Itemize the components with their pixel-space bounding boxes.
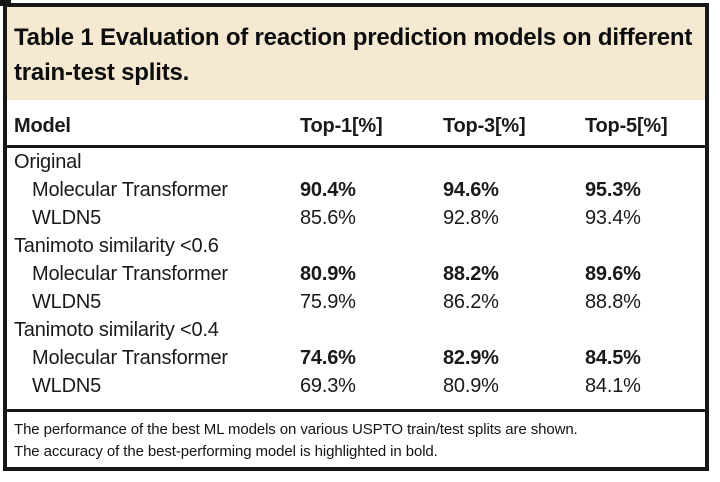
table-row-wldn5: WLDN5 85.6% 92.8% 93.4%	[7, 204, 705, 232]
col-header-top5: Top-5[%]	[585, 115, 668, 137]
footnote-line-2: The accuracy of the best-performing mode…	[14, 443, 438, 460]
table-row-molecular-transformer: Molecular Transformer 74.6% 82.9% 84.5%	[7, 344, 705, 372]
top3-cell: 88.2%	[443, 262, 499, 285]
top5-cell: 89.6%	[585, 262, 641, 285]
top5-cell: 88.8%	[585, 290, 641, 313]
model-name-cell: WLDN5	[32, 374, 102, 397]
group-row-tanimoto-06: Tanimoto similarity <0.6	[7, 232, 705, 260]
table-title: Table 1 Evaluation of reaction predictio…	[14, 20, 695, 90]
col-header-top1: Top-1[%]	[300, 115, 383, 137]
top1-cell: 85.6%	[300, 206, 356, 229]
col-header-top3: Top-3[%]	[443, 115, 526, 137]
scan-artifact	[0, 0, 11, 6]
top5-cell: 93.4%	[585, 206, 641, 229]
model-name-cell: WLDN5	[32, 290, 102, 313]
footnote-line-1: The performance of the best ML models on…	[14, 421, 578, 438]
top3-cell: 94.6%	[443, 178, 499, 201]
table-row-wldn5: WLDN5 75.9% 86.2% 88.8%	[7, 288, 705, 316]
top3-cell: 80.9%	[443, 374, 499, 397]
data-table: Model Top-1[%] Top-3[%] Top-5[%] Origina…	[7, 111, 705, 400]
table-title-line-2: train-test splits.	[14, 59, 190, 86]
model-name-cell: Molecular Transformer	[32, 178, 228, 201]
table-header-row: Model Top-1[%] Top-3[%] Top-5[%]	[7, 111, 705, 148]
table-row-molecular-transformer: Molecular Transformer 90.4% 94.6% 95.3%	[7, 176, 705, 204]
group-row-original: Original	[7, 148, 705, 176]
group-row-tanimoto-04: Tanimoto similarity <0.4	[7, 316, 705, 344]
top3-cell: 86.2%	[443, 290, 499, 313]
table-title-line-1: Table 1 Evaluation of reaction predictio…	[14, 24, 693, 51]
top1-cell: 75.9%	[300, 290, 356, 313]
top5-cell: 84.5%	[585, 346, 641, 369]
table-row-molecular-transformer: Molecular Transformer 80.9% 88.2% 89.6%	[7, 260, 705, 288]
table-frame: Table 1 Evaluation of reaction predictio…	[3, 3, 709, 471]
table-caption-band: Table 1 Evaluation of reaction predictio…	[7, 7, 705, 100]
model-name-cell: Molecular Transformer	[32, 346, 228, 369]
top5-cell: 95.3%	[585, 178, 641, 201]
group-label: Original	[14, 150, 82, 173]
footnote-divider	[7, 409, 705, 412]
group-label: Tanimoto similarity <0.6	[14, 234, 219, 257]
top1-cell: 74.6%	[300, 346, 356, 369]
table-row-wldn5: WLDN5 69.3% 80.9% 84.1%	[7, 372, 705, 400]
top5-cell: 84.1%	[585, 374, 641, 397]
top3-cell: 82.9%	[443, 346, 499, 369]
top1-cell: 69.3%	[300, 374, 356, 397]
model-name-cell: Molecular Transformer	[32, 262, 228, 285]
top1-cell: 80.9%	[300, 262, 356, 285]
model-name-cell: WLDN5	[32, 206, 102, 229]
table-footnote: The performance of the best ML models on…	[7, 412, 705, 463]
group-label: Tanimoto similarity <0.4	[14, 318, 219, 341]
top1-cell: 90.4%	[300, 178, 356, 201]
col-header-model: Model	[14, 115, 71, 137]
top3-cell: 92.8%	[443, 206, 499, 229]
